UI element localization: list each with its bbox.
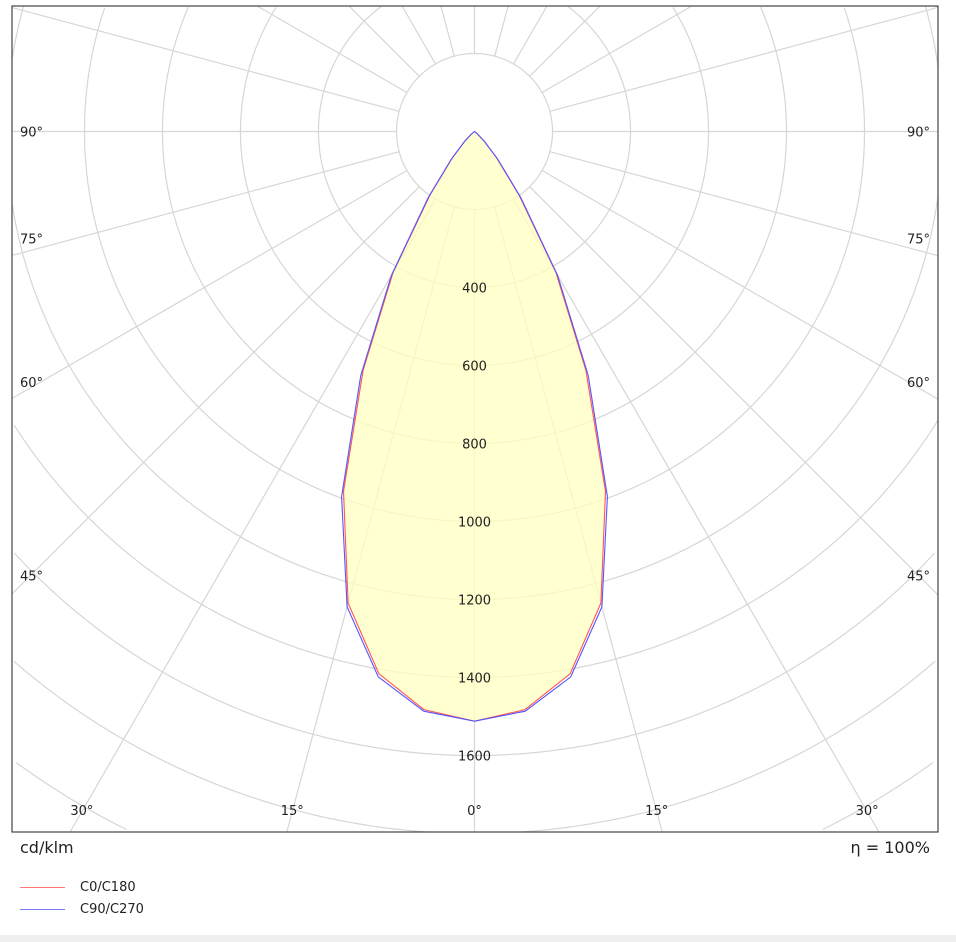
grid-ring-1200 xyxy=(11,6,25,59)
grid-spoke-315 xyxy=(11,186,420,595)
grid-ring-1600 xyxy=(474,552,936,757)
grid-spoke-150 xyxy=(512,5,548,65)
angle-label-left: 60° xyxy=(20,376,43,391)
grid-spoke-165 xyxy=(494,5,509,57)
angle-label-right: 60° xyxy=(907,376,930,391)
radial-tick-label: 1600 xyxy=(458,750,491,765)
radial-tick-label: 1200 xyxy=(458,594,491,609)
grid-spoke-30 xyxy=(512,198,880,833)
radial-tick-label: 400 xyxy=(462,282,487,297)
legend-label-c0: C0/C180 xyxy=(80,879,136,895)
radial-tick-label: 800 xyxy=(462,438,487,453)
grid-spoke-195 xyxy=(440,5,455,57)
grid-spoke-105 xyxy=(549,6,939,112)
grid-spoke-330 xyxy=(69,198,437,833)
grid-spoke-225 xyxy=(348,5,420,77)
angle-label-left: 90° xyxy=(20,126,43,141)
grid-spoke-60 xyxy=(541,169,939,400)
legend-label-c90: C90/C270 xyxy=(80,901,144,917)
grid-spoke-240 xyxy=(256,5,408,94)
grid-ring-1800 xyxy=(13,660,426,833)
grid-ring-1200 xyxy=(924,6,939,67)
grid-spoke-210 xyxy=(401,5,437,65)
radial-tick-label: 1000 xyxy=(458,516,491,531)
intensity-fill xyxy=(343,131,606,722)
grid-ring-1600 xyxy=(13,552,475,757)
grid-spoke-135 xyxy=(529,5,601,77)
angle-label-right: 75° xyxy=(907,233,930,248)
angle-label-left: 75° xyxy=(20,233,43,248)
legend-item-c0: C0/C180 xyxy=(20,876,144,898)
angle-label-left: 45° xyxy=(20,570,43,585)
series-curve-C90-C270 xyxy=(341,130,608,722)
grid-spoke-285 xyxy=(11,151,400,257)
angle-label-right: 45° xyxy=(907,570,930,585)
legend-swatch-c0 xyxy=(20,886,65,888)
radial-tick-label: 600 xyxy=(462,360,487,375)
grid-ring-1800 xyxy=(523,660,936,833)
legend-item-c90: C90/C270 xyxy=(20,898,144,920)
grid-spoke-45 xyxy=(529,186,939,596)
angle-label-bottom: 30° xyxy=(70,804,93,819)
angle-label-bottom: 15° xyxy=(645,804,668,819)
angle-label-right: 90° xyxy=(907,126,930,141)
grid-spoke-120 xyxy=(541,5,693,94)
grid-ring-2000 xyxy=(15,762,127,831)
legend-swatch-c90 xyxy=(20,908,65,910)
angle-label-bottom: 30° xyxy=(856,804,879,819)
legend: C0/C180 C90/C270 xyxy=(20,876,144,920)
grid-spoke-75 xyxy=(549,151,939,257)
curves xyxy=(341,130,608,722)
angle-label-bottom: 0° xyxy=(467,804,482,819)
unit-label: cd/klm xyxy=(20,838,74,857)
plot-border xyxy=(11,5,939,833)
efficiency-label: η = 100% xyxy=(850,838,930,857)
grid-ring-2000 xyxy=(822,762,934,831)
grid-spoke-255 xyxy=(11,6,400,112)
angle-label-bottom: 15° xyxy=(281,804,304,819)
grid-spoke-300 xyxy=(11,169,408,400)
radial-tick-label: 1400 xyxy=(458,672,491,687)
bottom-strip xyxy=(0,935,956,942)
axis-labels: 400 600 800 1000 1200 1400 1600 30° 15° 0° 15° 30° 9… xyxy=(20,126,930,820)
